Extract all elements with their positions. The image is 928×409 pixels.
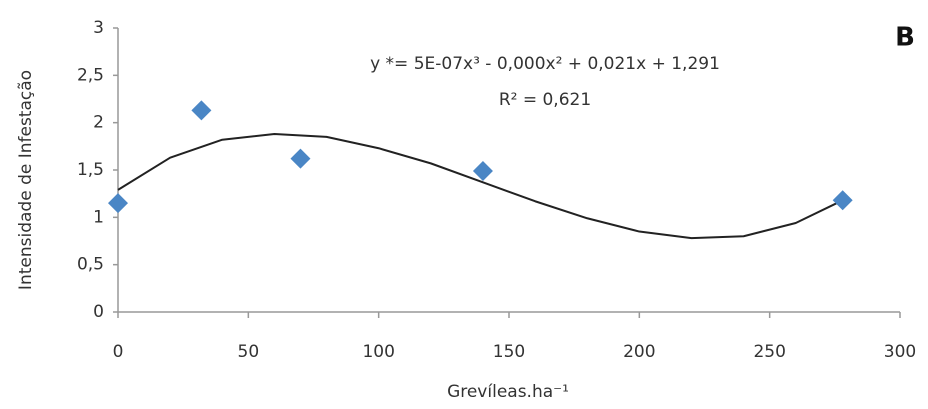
panel-label: B	[895, 23, 915, 53]
data-point	[191, 100, 212, 121]
data-point	[108, 193, 128, 214]
x-tick-label: 50	[238, 342, 260, 362]
data-point	[290, 148, 311, 169]
y-tick-label: 2,5	[77, 65, 104, 85]
x-tick-label: 150	[493, 342, 525, 362]
y-tick-label: 3	[93, 18, 104, 38]
equation: y *= 5E-07x³ - 0,000x² + 0,021x + 1,291	[370, 54, 720, 74]
data-point	[832, 190, 853, 211]
trendline	[117, 133, 844, 240]
y-tick-label: 1,5	[77, 160, 104, 180]
r-squared: R² = 0,621	[499, 90, 591, 110]
x-tick-label: 300	[884, 342, 916, 362]
x-axis-label: Grevíleas.ha⁻¹	[447, 382, 569, 402]
data-point	[472, 160, 493, 181]
x-tick-label: 250	[753, 342, 785, 362]
y-tick-label: 1	[93, 207, 104, 227]
y-tick-label: 0,5	[77, 255, 104, 275]
x-tick-label: 100	[362, 342, 394, 362]
y-tick-label: 2	[93, 113, 104, 133]
x-tick-label: 0	[113, 342, 124, 362]
y-tick-label: 0	[93, 302, 104, 322]
y-axis-label: Intensidade de Infestação	[16, 70, 36, 290]
x-tick-label: 200	[623, 342, 655, 362]
